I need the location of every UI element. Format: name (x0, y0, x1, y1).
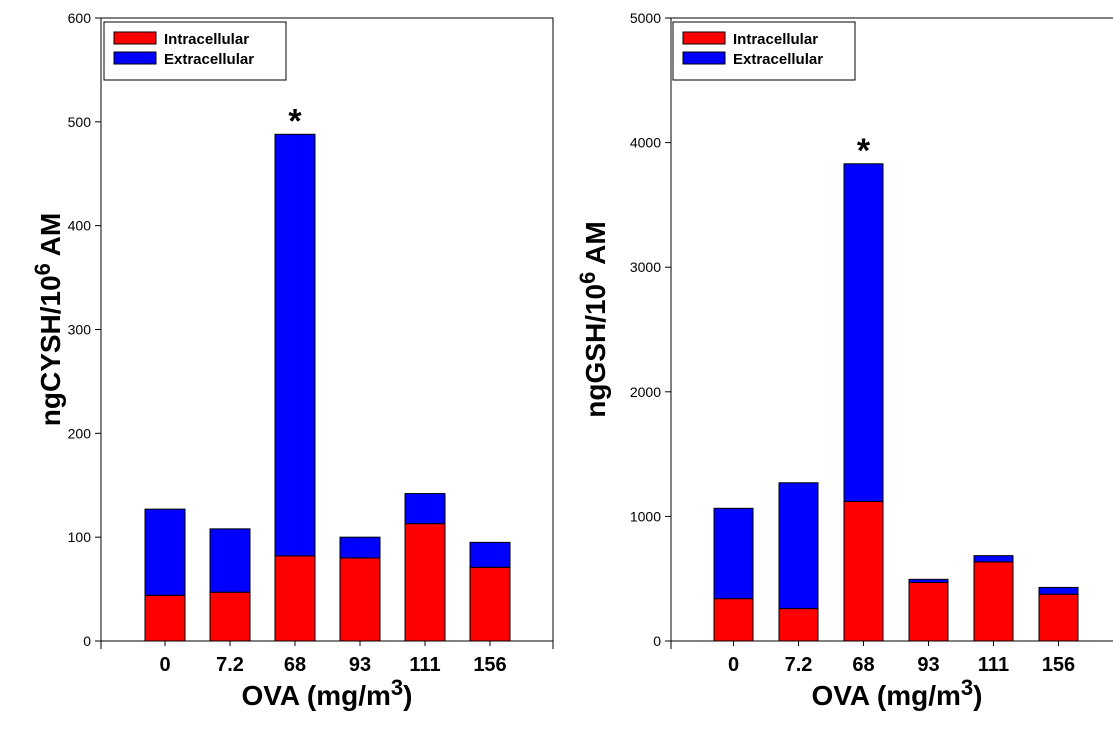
y-tick-label: 3000 (630, 259, 661, 275)
y-axis-title-sup: 6 (30, 263, 55, 275)
y-axis-title-suffix: AM (35, 213, 66, 263)
legend-label-intracellular: Intracellular (164, 31, 249, 48)
legend-swatch-intracellular (682, 31, 726, 45)
x-category-label: 68 (284, 654, 306, 676)
legend: Intracellular Extracellular (103, 21, 287, 81)
plot-frame (670, 17, 1113, 642)
chart-panel-2: 0 1000 2000 3000 4000 5000 0 7.2 68 93 111 156 * Intr… (575, 10, 1113, 711)
legend-label-extracellular: Extracellular (733, 51, 823, 68)
y-axis-title: ngCYSH/106 AM (30, 213, 66, 426)
x-category-label: 0 (728, 654, 739, 676)
x-axis-title-text: OVA (mg/m (242, 680, 391, 711)
bar-intracellular-0 (713, 598, 754, 642)
x-category-label: 0 (159, 654, 170, 676)
bar-intracellular-156 (1038, 593, 1079, 642)
bar-extracellular-93 (339, 536, 381, 559)
x-axis-title-sup: 3 (961, 675, 973, 700)
y-axis-title-suffix: AM (580, 221, 611, 271)
legend: Intracellular Extracellular (672, 21, 856, 81)
bar-extracellular-93 (908, 578, 949, 583)
bar-intracellular-111 (973, 561, 1014, 642)
bar-intracellular-68 (843, 500, 884, 642)
bar-intracellular-93 (908, 581, 949, 642)
legend-swatch-extracellular (113, 51, 157, 65)
bar-intracellular-93 (339, 557, 381, 642)
y-tick-label: 5000 (630, 10, 661, 26)
bar-intracellular-156 (469, 566, 511, 642)
bar-extracellular-156 (1038, 586, 1079, 595)
x-axis-title: OVA (mg/m3) (812, 675, 983, 711)
x-axis-title-text: OVA (mg/m (812, 680, 961, 711)
bar-extracellular-7_2 (209, 528, 251, 593)
x-category-label: 7.2 (216, 654, 244, 676)
legend-label-intracellular: Intracellular (733, 31, 818, 48)
x-category-label: 111 (978, 654, 1009, 676)
x-axis-title-suffix: ) (403, 680, 412, 711)
y-tick-label: 600 (68, 10, 92, 26)
legend-swatch-intracellular (113, 31, 157, 45)
bar-extracellular-156 (469, 541, 511, 568)
y-tick-label: 0 (653, 633, 661, 649)
bar-extracellular-111 (404, 493, 446, 525)
y-tick-label: 0 (83, 633, 91, 649)
x-axis-title-sup: 3 (391, 675, 403, 700)
y-tick-label: 1000 (630, 508, 661, 524)
y-axis-title: ngGSH/106 AM (575, 221, 611, 417)
y-tick-label: 100 (68, 529, 92, 545)
bar-extracellular-0 (713, 507, 754, 600)
bar-extracellular-7_2 (778, 482, 819, 610)
y-tick-label: 300 (68, 322, 92, 338)
x-category-label: 68 (852, 654, 874, 676)
x-category-label: 156 (473, 654, 506, 676)
bar-extracellular-68 (274, 133, 316, 557)
y-tick-label: 4000 (630, 135, 661, 151)
x-category-label: 93 (349, 654, 371, 676)
y-axis-title-text: ngCYSH/10 (35, 275, 66, 426)
bar-intracellular-68 (274, 555, 316, 642)
x-category-label: 111 (409, 654, 440, 676)
y-axis-title-sup: 6 (575, 272, 600, 284)
y-tick-label: 500 (68, 114, 92, 130)
x-axis-title-suffix: ) (973, 680, 982, 711)
bar-intracellular-111 (404, 523, 446, 642)
significance-marker: * (857, 132, 871, 170)
y-tick-label: 400 (68, 218, 92, 234)
significance-marker: * (288, 102, 302, 140)
bar-extracellular-111 (973, 555, 1014, 563)
bar-intracellular-7_2 (209, 591, 251, 642)
legend-swatch-extracellular (682, 51, 726, 65)
bar-extracellular-0 (144, 508, 186, 596)
y-axis-title-text: ngGSH/10 (580, 284, 611, 418)
x-category-label: 156 (1042, 654, 1075, 676)
x-category-label: 7.2 (785, 654, 813, 676)
bar-intracellular-7_2 (778, 608, 819, 642)
bar-intracellular-0 (144, 594, 186, 642)
x-axis-title: OVA (mg/m3) (242, 675, 413, 711)
y-tick-label: 2000 (630, 384, 661, 400)
y-tick-label: 200 (68, 425, 92, 441)
x-category-label: 93 (917, 654, 939, 676)
legend-label-extracellular: Extracellular (164, 51, 254, 68)
bar-extracellular-68 (843, 163, 884, 502)
